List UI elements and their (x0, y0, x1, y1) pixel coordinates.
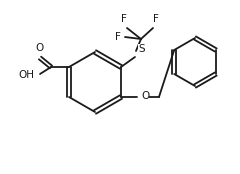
Text: OH: OH (18, 70, 34, 80)
Text: O: O (141, 91, 149, 101)
Text: S: S (138, 44, 145, 54)
Text: F: F (153, 14, 159, 24)
Text: F: F (115, 32, 121, 42)
Text: O: O (35, 43, 43, 53)
Text: F: F (121, 14, 127, 24)
